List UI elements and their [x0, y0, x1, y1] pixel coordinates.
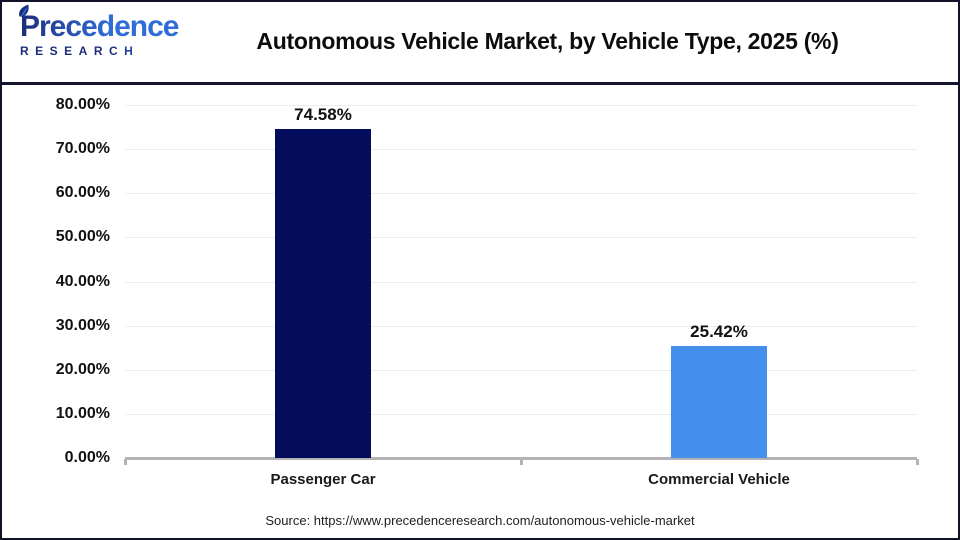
y-axis-tick-label: 60.00%: [55, 184, 110, 201]
bar-passenger-car: [275, 129, 371, 458]
x-axis-line: [125, 457, 917, 460]
header: Precedence RESEARCH Autonomous Vehicle M…: [2, 2, 958, 82]
bar-commercial-vehicle: [671, 346, 767, 458]
x-axis-category-label: Commercial Vehicle: [648, 471, 790, 488]
x-axis-tick: [124, 459, 127, 465]
x-axis-tick: [916, 459, 919, 465]
precedence-research-logo: Precedence RESEARCH: [19, 4, 180, 57]
y-axis-tick-label: 0.00%: [64, 449, 110, 466]
source-text: Source: https://www.precedenceresearch.c…: [265, 513, 695, 528]
y-axis-tick-label: 80.00%: [55, 96, 110, 113]
logo-line2-text: RESEARCH: [20, 45, 180, 57]
bar-value-label: 25.42%: [690, 322, 748, 341]
chart-title: Autonomous Vehicle Market, by Vehicle Ty…: [256, 28, 839, 54]
y-axis-tick-label: 70.00%: [55, 140, 110, 157]
gridline: [125, 370, 917, 371]
gridline: [125, 326, 917, 327]
y-axis-tick-label: 40.00%: [55, 273, 110, 290]
header-divider: [2, 82, 958, 85]
y-axis-tick-label: 30.00%: [55, 317, 110, 334]
gridline: [125, 105, 917, 106]
bar-value-label: 74.58%: [294, 105, 352, 124]
y-axis-tick-label: 50.00%: [55, 228, 110, 245]
leaf-icon: [19, 4, 29, 17]
gridline: [125, 282, 917, 283]
gridline: [125, 237, 917, 238]
x-axis-category-label: Passenger Car: [270, 471, 376, 488]
y-axis-tick-label: 10.00%: [55, 405, 110, 422]
logo-wordmark: Precedence: [19, 4, 180, 42]
gridline: [125, 414, 917, 415]
gridline: [125, 193, 917, 194]
gridline: [125, 149, 917, 150]
x-axis-tick: [520, 459, 523, 465]
y-axis-tick-label: 20.00%: [55, 361, 110, 378]
plot-area: 74.58% Passenger Car 25.42% Commercial Vehi…: [124, 105, 919, 488]
